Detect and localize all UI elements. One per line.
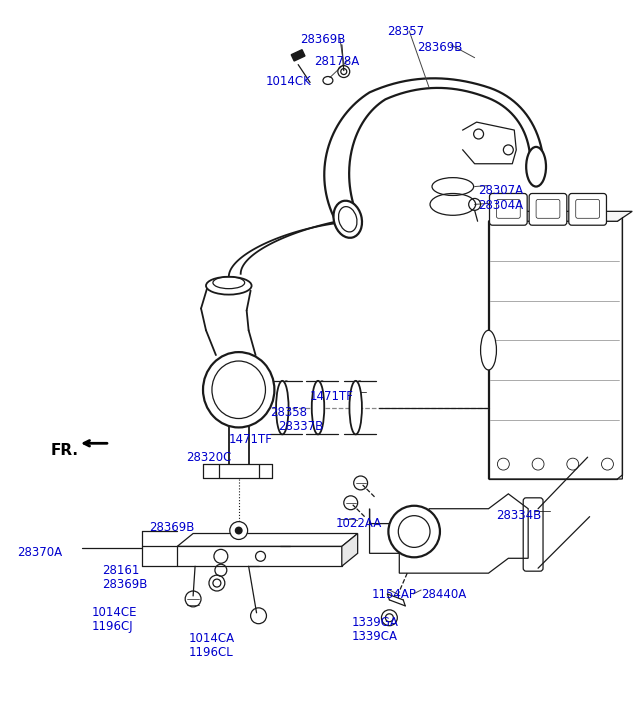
Text: 28369B: 28369B	[102, 578, 147, 591]
Ellipse shape	[276, 381, 288, 434]
Polygon shape	[271, 381, 302, 434]
Text: 28161: 28161	[102, 564, 139, 577]
Circle shape	[230, 521, 248, 539]
Ellipse shape	[280, 381, 293, 434]
Text: 28358: 28358	[271, 406, 308, 419]
Text: 28440A: 28440A	[421, 588, 466, 601]
Polygon shape	[342, 534, 358, 566]
FancyBboxPatch shape	[219, 464, 258, 478]
Circle shape	[389, 506, 440, 558]
Text: 1339GA: 1339GA	[352, 616, 399, 629]
Text: 28369B: 28369B	[300, 33, 346, 46]
Text: 28304A: 28304A	[478, 199, 524, 212]
Polygon shape	[463, 122, 516, 164]
Text: 28320C: 28320C	[186, 451, 232, 465]
Ellipse shape	[353, 381, 366, 434]
Polygon shape	[306, 381, 338, 434]
Text: 1154AP: 1154AP	[371, 588, 417, 601]
Text: 1339CA: 1339CA	[352, 630, 397, 643]
Text: 1471TF: 1471TF	[229, 433, 272, 446]
FancyBboxPatch shape	[569, 193, 607, 225]
Text: 1196CJ: 1196CJ	[92, 619, 133, 632]
Text: 28178A: 28178A	[314, 55, 359, 68]
FancyBboxPatch shape	[529, 193, 567, 225]
Polygon shape	[177, 547, 342, 566]
Text: 1014CE: 1014CE	[92, 606, 138, 619]
FancyBboxPatch shape	[489, 193, 527, 225]
Polygon shape	[489, 217, 622, 479]
Bar	[291, 49, 305, 61]
Text: 1014CK: 1014CK	[265, 75, 311, 87]
Text: 28369B: 28369B	[149, 521, 195, 534]
Text: 28337B: 28337B	[278, 419, 323, 433]
Ellipse shape	[312, 381, 324, 434]
Ellipse shape	[350, 381, 362, 434]
Text: 1471TF: 1471TF	[310, 390, 354, 403]
Text: 28370A: 28370A	[17, 547, 62, 559]
Text: 1014CA: 1014CA	[189, 632, 235, 645]
Text: FR.: FR.	[50, 443, 78, 458]
Circle shape	[235, 526, 242, 534]
Ellipse shape	[334, 201, 362, 238]
Ellipse shape	[203, 352, 274, 427]
Polygon shape	[344, 381, 376, 434]
Polygon shape	[489, 212, 632, 221]
Ellipse shape	[206, 277, 251, 294]
Polygon shape	[369, 494, 528, 573]
Text: 1196CL: 1196CL	[189, 646, 234, 659]
Ellipse shape	[526, 147, 546, 187]
Text: 28334B: 28334B	[496, 509, 542, 522]
Text: 28307A: 28307A	[478, 184, 524, 196]
Ellipse shape	[480, 330, 496, 370]
Ellipse shape	[316, 381, 328, 434]
Polygon shape	[177, 534, 358, 547]
Text: 28357: 28357	[387, 25, 424, 38]
Text: 28369B: 28369B	[417, 41, 463, 54]
Text: 1022AA: 1022AA	[336, 517, 382, 530]
